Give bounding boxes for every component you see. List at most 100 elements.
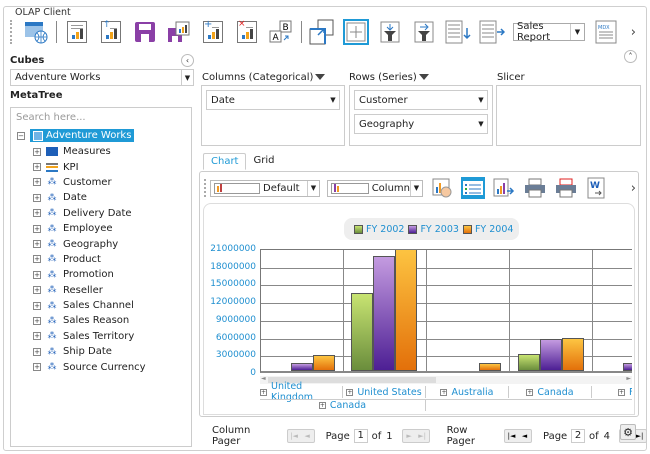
export-chart-icon[interactable] (492, 177, 516, 199)
columns-item-date[interactable]: Date ▼ (206, 90, 340, 110)
list-down-icon[interactable] (445, 19, 471, 45)
open-report-icon[interactable]: ↑ (98, 19, 124, 45)
rows-well[interactable]: Customer ▼ Geography ▼ (349, 85, 493, 146)
report-select[interactable]: Sales Report ▼ (513, 21, 585, 43)
filter-next-icon[interactable] (411, 19, 437, 45)
bar-canada-fy2003[interactable] (540, 339, 562, 371)
tree-item-customer[interactable]: + ⁂ Customer (33, 176, 112, 188)
bar-uk-fy2004[interactable] (313, 355, 335, 371)
tree-item-sales-reason[interactable]: + ⁂ Sales Reason (33, 315, 130, 327)
filter-icon[interactable] (418, 74, 429, 80)
toolbar-grip[interactable] (10, 20, 13, 44)
tree-item-promotion[interactable]: + ⁂ Promotion (33, 269, 114, 281)
tab-chart[interactable]: Chart (203, 153, 247, 170)
export-word-icon[interactable]: W (585, 177, 609, 199)
filter-top-icon[interactable] (377, 19, 403, 45)
x-label-canada[interactable]: + Canada (509, 386, 592, 398)
filter-icon[interactable] (315, 74, 326, 80)
expand-node-icon[interactable]: + (33, 209, 41, 218)
tree-root[interactable]: − Adventure Works (17, 129, 135, 142)
save-icon[interactable] (132, 19, 158, 45)
x-label-australia[interactable]: + Australia (426, 386, 509, 398)
tree-item-sales-territory[interactable]: + ⁂ Sales Territory (33, 330, 135, 342)
slicer-well[interactable] (496, 85, 641, 146)
mdx-query-button[interactable]: MDX (593, 19, 619, 45)
legend-item-fy2002[interactable]: FY 2002 (366, 223, 405, 235)
column-pager-next-buttons[interactable]: ► ►| (401, 429, 430, 443)
bar-australia-fy2004[interactable] (479, 363, 501, 371)
tree-item-employee[interactable]: + ⁂ Employee (33, 223, 113, 235)
chevron-down-icon[interactable]: ▼ (330, 96, 336, 104)
print-icon[interactable] (523, 177, 547, 199)
legend-toggle-icon[interactable] (461, 177, 485, 199)
expand-node-icon[interactable]: + (33, 301, 41, 310)
rows-item-geography[interactable]: Geography ▼ (354, 114, 488, 134)
tree-item-sales-channel[interactable]: + ⁂ Sales Channel (33, 300, 134, 312)
expand-node-icon[interactable]: + (33, 163, 41, 172)
remove-report-icon[interactable]: × (234, 19, 260, 45)
x-label-united-kingdom[interactable]: + United Kingdom (260, 381, 343, 403)
expand-node-icon[interactable]: + (33, 363, 41, 372)
chart-type-select[interactable]: Column ▼ (327, 179, 423, 197)
expand-node-icon[interactable]: + (33, 240, 41, 249)
connect-icon[interactable] (23, 19, 49, 45)
settings-gear-icon[interactable]: ⚙ (620, 424, 636, 440)
toolbar-grip[interactable] (204, 179, 207, 197)
metatree-search-input[interactable]: Search here... (16, 112, 86, 123)
collapse-node-icon[interactable]: − (17, 131, 25, 140)
rows-item-customer[interactable]: Customer ▼ (354, 90, 488, 110)
expand-node-icon[interactable]: + (33, 224, 41, 233)
expand-node-icon[interactable]: + (33, 255, 41, 264)
bar-us-fy2002[interactable] (351, 293, 373, 371)
x-label-france[interactable]: +France (618, 386, 632, 398)
x-label-united-states[interactable]: + United States (343, 386, 426, 398)
expand-node-icon[interactable]: + (33, 332, 41, 341)
bar-us-fy2003[interactable] (373, 256, 395, 371)
bar-us-fy2004[interactable] (395, 250, 417, 371)
save-as-icon[interactable] (166, 19, 192, 45)
expand-node-icon[interactable]: + (33, 316, 41, 325)
tree-item-source-currency[interactable]: + ⁂ Source Currency (33, 361, 146, 373)
bar-canada-fy2002[interactable] (518, 354, 540, 371)
tree-item-kpi[interactable]: + KPI (33, 161, 79, 173)
legend-item-fy2004[interactable]: FY 2004 (474, 223, 514, 235)
chevron-down-icon[interactable]: ▼ (478, 96, 484, 104)
row-page-input[interactable]: 2 (571, 429, 585, 443)
bar-canada-fy2004[interactable] (562, 338, 584, 371)
column-pager-prev-buttons[interactable]: |◄ ◄ (286, 429, 315, 443)
list-right-icon[interactable] (479, 19, 505, 45)
scroll-left-icon[interactable]: ◄ (261, 375, 266, 382)
chart-horizontal-scrollbar[interactable]: ◄ ► (260, 375, 632, 384)
chart-toolbar-more-chevron-icon[interactable]: › (630, 180, 636, 196)
tree-item-date[interactable]: + ⁂ Date (33, 192, 87, 204)
x-group-label-canada[interactable]: + Canada (260, 399, 426, 411)
tree-item-geography[interactable]: + ⁂ Geography (33, 238, 119, 250)
scrollbar-thumb[interactable] (268, 377, 436, 383)
print-preview-icon[interactable] (554, 177, 578, 199)
toggle-axis-icon[interactable] (309, 19, 335, 45)
tree-item-measures[interactable]: + Measures (33, 146, 111, 158)
expand-node-icon[interactable]: + (33, 347, 41, 356)
tree-item-delivery-date[interactable]: + ⁂ Delivery Date (33, 207, 132, 219)
new-report-icon[interactable] (64, 19, 90, 45)
collapse-left-icon[interactable]: ‹ (181, 54, 194, 67)
scroll-right-icon[interactable]: ► (626, 375, 631, 382)
chevron-down-icon[interactable]: ▼ (478, 120, 484, 128)
bar-uk-fy2003[interactable] (291, 363, 313, 371)
tree-item-product[interactable]: + ⁂ Product (33, 253, 101, 265)
expand-node-icon[interactable]: + (33, 270, 41, 279)
expand-icon[interactable] (343, 19, 369, 45)
chart-theme-select[interactable]: Default ▼ (210, 179, 320, 197)
expand-node-icon[interactable]: + (33, 178, 41, 187)
expand-node-icon[interactable]: + (33, 193, 41, 202)
expand-node-icon[interactable]: + (33, 147, 41, 156)
tree-item-reseller[interactable]: + ⁂ Reseller (33, 284, 103, 296)
bar-france-fy2003[interactable] (623, 363, 632, 371)
column-page-input[interactable]: 1 (353, 429, 368, 443)
chart-colors-icon[interactable] (430, 177, 454, 199)
toolbar-more-chevron-icon[interactable]: › (630, 24, 636, 40)
columns-well[interactable]: Date ▼ (201, 85, 345, 146)
row-pager-prev-buttons[interactable]: |◄ ◄ (503, 429, 532, 443)
collapse-axes-icon[interactable]: ˄ (624, 50, 637, 63)
